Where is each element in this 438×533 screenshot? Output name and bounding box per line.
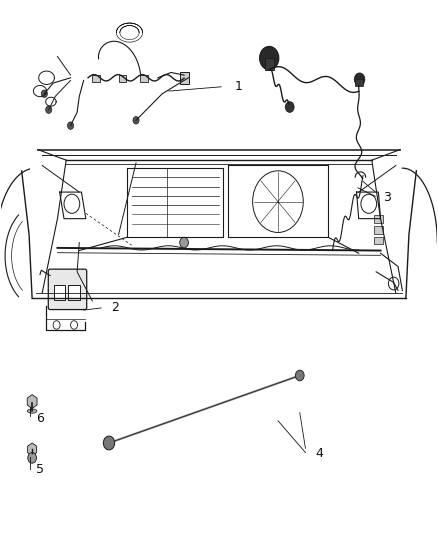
Bar [265, 58, 274, 70]
Circle shape [67, 122, 74, 130]
Circle shape [354, 73, 365, 86]
Text: 1: 1 [234, 80, 242, 93]
Bar [53, 285, 65, 300]
Bar [374, 237, 383, 244]
Ellipse shape [27, 409, 37, 413]
Bar [355, 79, 363, 86]
FancyBboxPatch shape [48, 269, 87, 310]
Circle shape [295, 370, 304, 381]
Circle shape [133, 117, 139, 124]
Circle shape [46, 106, 52, 114]
Bar [141, 75, 148, 82]
Bar [180, 72, 189, 84]
Circle shape [180, 237, 188, 248]
Text: 3: 3 [383, 191, 391, 204]
Bar [92, 75, 100, 82]
Text: 2: 2 [111, 302, 119, 314]
Bar [119, 75, 127, 82]
Text: 5: 5 [36, 463, 45, 476]
Circle shape [286, 102, 294, 112]
Circle shape [103, 436, 115, 450]
Text: 4: 4 [315, 447, 323, 460]
Circle shape [28, 453, 36, 463]
Text: 6: 6 [36, 411, 44, 424]
Bar [68, 285, 80, 300]
Bar [374, 215, 383, 223]
Bar [374, 226, 383, 233]
Circle shape [41, 90, 47, 98]
Circle shape [260, 46, 279, 70]
